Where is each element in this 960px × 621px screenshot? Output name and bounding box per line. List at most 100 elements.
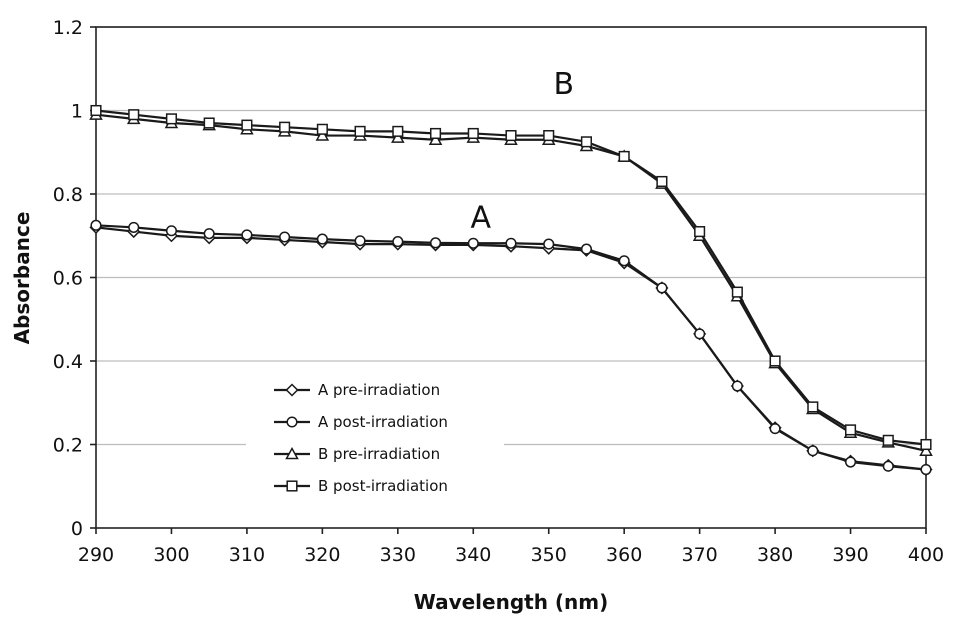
square-marker [354, 125, 366, 137]
square-marker [618, 150, 630, 162]
square-marker [316, 123, 328, 135]
square-marker [920, 438, 932, 451]
legend: A pre-irradiation A post-irradiation B pre… [246, 374, 504, 510]
y-tick-label: 0.6 [53, 268, 83, 290]
square-marker [241, 119, 253, 131]
x-tick-label: 350 [531, 544, 567, 566]
circle-marker [731, 380, 743, 392]
circle-marker [286, 416, 298, 428]
circle-marker [316, 233, 328, 245]
y-axis-title: Absorbance [10, 212, 34, 345]
circle-marker [279, 231, 291, 243]
triangle-marker [428, 132, 443, 145]
square-marker [656, 175, 668, 188]
x-tick-labels: 290 300 310 320 330 340 350 360 370 380 390 400 [78, 544, 944, 566]
x-tick-label: 360 [606, 544, 642, 566]
x-tick-label: 340 [455, 544, 491, 566]
square-marker [467, 127, 479, 140]
x-tick-label: 370 [682, 544, 718, 566]
square-marker [90, 104, 102, 117]
y-tick-label: 1.2 [53, 17, 83, 39]
legend-label: A post-irradiation [318, 413, 448, 431]
annotations: BA [471, 67, 575, 236]
circle-marker [543, 238, 555, 250]
circle-marker [165, 225, 178, 237]
x-tick-label: 320 [304, 544, 340, 566]
circle-marker [694, 328, 706, 340]
circle-marker [769, 423, 781, 435]
circle-marker [467, 237, 479, 249]
circle-marker [354, 235, 366, 247]
circle-marker [656, 282, 668, 294]
square-marker [392, 125, 404, 137]
circle-marker [392, 236, 404, 248]
square-marker [543, 130, 555, 142]
y-tick-label: 1 [71, 101, 83, 123]
x-tick-label: 300 [153, 544, 189, 566]
circle-marker [429, 237, 442, 249]
legend-label: B pre-irradiation [318, 445, 440, 463]
square-marker [807, 401, 819, 413]
x-tick-label: 380 [757, 544, 793, 566]
legend-entry: B pre-irradiation [274, 445, 440, 463]
x-axis-title: Wavelength (nm) [414, 590, 609, 614]
diamond-marker [285, 383, 299, 397]
series-triangle [89, 107, 933, 457]
square-marker [844, 424, 857, 436]
x-tick-label: 290 [78, 544, 114, 566]
square-marker [580, 136, 593, 148]
circle-marker [90, 219, 102, 231]
legend-label: A pre-irradiation [318, 381, 440, 399]
circle-marker [882, 460, 894, 472]
circle-marker [128, 221, 140, 233]
circle-marker [807, 445, 819, 457]
series-diamond [89, 220, 933, 477]
series-circle [90, 219, 932, 476]
y-tick-label: 0 [71, 518, 83, 540]
square-marker [279, 121, 291, 133]
series-square [90, 104, 932, 451]
annotation-label: A [471, 200, 492, 235]
square-marker [203, 117, 215, 129]
square-marker [286, 480, 298, 492]
x-tick-label: 400 [908, 544, 944, 566]
circle-marker [580, 243, 593, 255]
circle-marker [241, 229, 253, 241]
circle-marker [203, 228, 215, 240]
square-marker [128, 109, 140, 121]
circle-marker [844, 456, 857, 468]
legend-label: B post-irradiation [318, 477, 448, 495]
y-tick-labels: 0 0.2 0.4 0.6 0.8 1 1.2 [53, 17, 83, 540]
square-marker [731, 286, 743, 298]
square-marker [429, 127, 442, 140]
x-tick-label: 390 [832, 544, 868, 566]
legend-entry: A post-irradiation [274, 413, 448, 431]
triangle-marker [391, 130, 405, 143]
square-marker [165, 113, 178, 125]
x-tick-label: 310 [229, 544, 265, 566]
annotation-label: B [554, 67, 575, 102]
triangle-marker [315, 128, 330, 141]
circle-marker [618, 255, 630, 267]
legend-entry: A pre-irradiation [274, 381, 440, 399]
y-tick-label: 0.2 [53, 435, 83, 457]
circle-marker [505, 237, 517, 249]
series-line [95, 224, 927, 471]
triangle-marker [285, 446, 299, 460]
square-marker [694, 226, 706, 238]
circle-marker [920, 464, 932, 476]
plot-frame [95, 26, 927, 529]
series-line [95, 113, 927, 452]
x-tick-label: 330 [380, 544, 416, 566]
gridlines [96, 26, 926, 446]
triangle-marker [919, 443, 933, 457]
y-tick-label: 0.4 [53, 351, 83, 373]
square-marker [769, 355, 781, 367]
series-group [89, 104, 933, 477]
axes [90, 26, 927, 534]
y-tick-label: 0.8 [53, 184, 83, 206]
square-marker [882, 434, 894, 446]
square-marker [505, 130, 517, 142]
series-line [95, 226, 927, 471]
legend-entry: B post-irradiation [274, 477, 448, 495]
